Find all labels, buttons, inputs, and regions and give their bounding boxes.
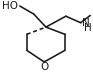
- Text: N: N: [82, 18, 90, 28]
- Text: HO: HO: [2, 1, 18, 11]
- Text: H: H: [84, 23, 91, 33]
- Text: O: O: [40, 62, 48, 72]
